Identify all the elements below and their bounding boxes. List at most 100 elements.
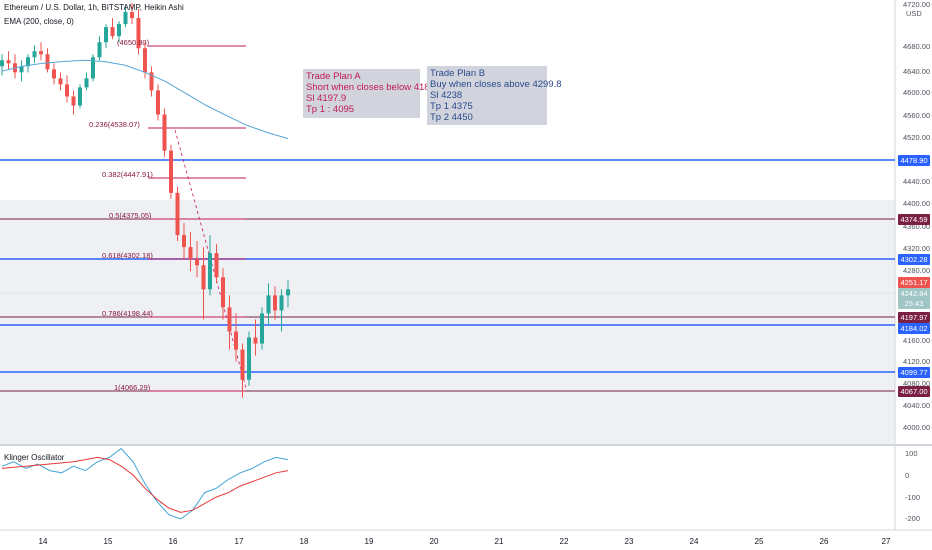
price-pane-shade	[0, 200, 895, 444]
fib-label: 0.236(4538.07)	[89, 120, 140, 129]
price-tick: 4360.00	[903, 222, 931, 231]
price-tag: 4251.17	[898, 277, 930, 288]
candle-body	[227, 307, 232, 332]
price-tag: 4478.90	[898, 155, 930, 166]
trade-plan-b-line: Sl 4238	[430, 90, 463, 101]
price-tick: 4600.00	[903, 88, 931, 97]
candle-body	[221, 277, 225, 308]
trade-plan-b-title: Trade Plan B	[430, 68, 486, 79]
oscillator-pane-bg	[0, 447, 895, 530]
candles-group	[0, 3, 290, 398]
price-tick: 4280.00	[903, 266, 931, 275]
candle-body	[97, 42, 102, 58]
candle-body	[266, 295, 271, 314]
candle-body	[253, 337, 258, 344]
osc-tick: 0	[905, 471, 910, 480]
price-tick: 4640.00	[903, 67, 931, 76]
time-tick: 14	[38, 537, 48, 546]
price-tick: 4440.00	[903, 177, 931, 186]
klinger-oscillator-line	[1, 447, 289, 520]
candle-body	[208, 253, 212, 290]
candle-body	[32, 51, 37, 58]
candle-body	[136, 18, 141, 49]
candle-body	[78, 87, 82, 106]
candle-body	[240, 349, 245, 380]
candle-body	[273, 295, 277, 311]
candle-body	[195, 259, 199, 266]
candle-body	[58, 78, 63, 85]
klinger-legend[interactable]: Klinger Oscillator	[4, 453, 65, 462]
countdown-tag: 25:43	[898, 298, 930, 309]
candle-body	[26, 57, 30, 67]
time-tick: 27	[881, 537, 891, 546]
candle-body	[84, 78, 89, 88]
candle-body	[104, 27, 108, 43]
fib-label: 0.618(4302.18)	[102, 251, 153, 260]
price-tag: 4099.77	[898, 367, 930, 378]
candle-body	[149, 72, 154, 91]
trade-plan-a-note[interactable]: Trade Plan A Short when closes below 418…	[303, 69, 435, 118]
candle-body	[182, 235, 186, 248]
candle-body	[143, 48, 147, 73]
trade-plan-a-title: Trade Plan A	[306, 71, 361, 82]
price-tag: 4302.28	[898, 254, 930, 265]
candle-body	[286, 289, 290, 296]
time-tick: 26	[819, 537, 829, 546]
symbol-legend[interactable]: Ethereum / U.S. Dollar, 1h, BITSTAMP, He…	[4, 3, 184, 12]
candle-body	[45, 54, 50, 70]
candle-body	[0, 60, 4, 67]
candle-body	[260, 313, 264, 344]
time-tick: 17	[234, 537, 244, 546]
price-tick: 4560.00	[903, 111, 931, 120]
candle-body	[234, 331, 238, 350]
price-tag: 4242.84	[898, 288, 930, 299]
price-tick: 4320.00	[903, 244, 931, 253]
trade-plan-b-line: Tp 1 4375	[430, 101, 473, 112]
candle-body	[6, 60, 11, 64]
price-tick: 4000.00	[903, 423, 931, 432]
fib-label: 0.382(4447.91)	[102, 170, 153, 179]
candle-body	[117, 24, 121, 37]
price-tick: 4400.00	[903, 199, 931, 208]
candle-body	[110, 27, 115, 37]
candle-body	[71, 96, 76, 106]
candle-body	[91, 57, 95, 79]
trade-plan-b-line: Buy when closes above 4299.8	[430, 79, 562, 90]
candle-body	[247, 337, 251, 380]
candle-body	[52, 69, 56, 79]
candle-body	[214, 253, 219, 278]
trade-plan-b-line: Tp 2 4450	[430, 112, 473, 123]
fib-label: 1(4066.29)	[114, 383, 151, 392]
fib-label: (4650.80)	[117, 38, 150, 47]
candle-body	[156, 90, 160, 115]
trade-plan-a-line: Short when closes below 4184	[306, 82, 435, 93]
price-tag: 4067.00	[898, 386, 930, 397]
fib-label: 0.786(4198.44)	[102, 309, 153, 318]
time-tick: 15	[103, 537, 113, 546]
time-tick: 21	[494, 537, 504, 546]
candle-body	[162, 114, 167, 151]
time-tick: 19	[364, 537, 374, 546]
price-tick: 4680.00	[903, 42, 931, 51]
candle-body	[19, 66, 24, 73]
candle-body	[279, 295, 284, 311]
trade-plan-b-note[interactable]: Trade Plan B Buy when closes above 4299.…	[427, 66, 562, 125]
candle-body	[169, 150, 173, 193]
time-tick: 18	[299, 537, 309, 546]
klinger-signal-line	[1, 456, 289, 513]
candle-body	[65, 84, 69, 97]
time-tick: 23	[624, 537, 634, 546]
osc-tick: -200	[905, 514, 921, 523]
price-tick: 4080.00	[903, 379, 931, 388]
candle-body	[130, 12, 134, 19]
ema-200-line	[1, 59, 289, 140]
price-tick-top: 4720.00	[903, 0, 931, 9]
price-tick: 4040.00	[903, 401, 931, 410]
price-tick: 4520.00	[903, 133, 931, 142]
osc-tick: -100	[905, 493, 921, 502]
ema-legend[interactable]: EMA (200, close, 0)	[4, 17, 74, 26]
price-tag: 4374.59	[898, 214, 930, 225]
candle-body	[175, 192, 180, 236]
trade-plan-a-line: Sl 4197.9	[306, 93, 347, 104]
